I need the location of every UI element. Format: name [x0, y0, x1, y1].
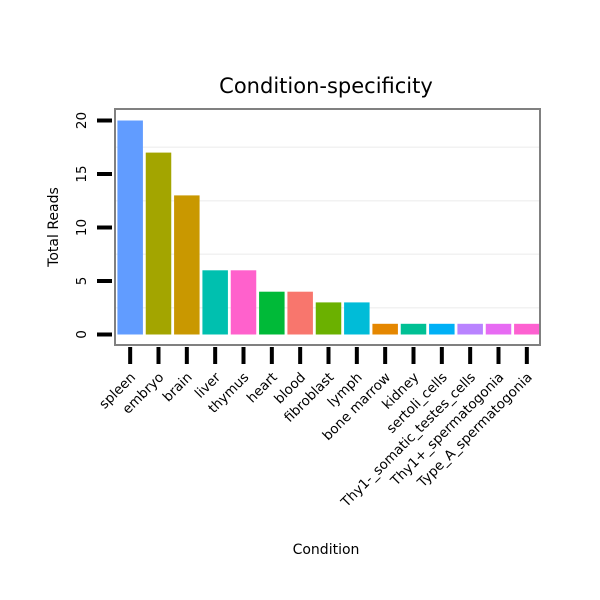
- bar-thy1-spermatogonia: [485, 323, 512, 335]
- bar-type-a-spermatogonia: [514, 323, 540, 335]
- y-tick-label-0: 0: [74, 330, 90, 339]
- y-axis-label: Total Reads: [46, 187, 62, 268]
- y-tick-label-10: 10: [74, 219, 90, 236]
- bar-thymus: [230, 270, 257, 335]
- bar-blood: [287, 291, 313, 335]
- bar-heart: [259, 291, 285, 335]
- y-tick-label-5: 5: [74, 277, 90, 286]
- bar-liver: [202, 270, 228, 335]
- bars: [117, 120, 540, 335]
- x-axis: spleenembryobrainliverthymusheartbloodfi…: [96, 347, 536, 511]
- bar-lymph: [344, 302, 370, 335]
- x-axis-label: Condition: [293, 542, 360, 558]
- bar-sertoli-cells: [429, 323, 455, 335]
- y-tick-label-15: 15: [74, 165, 90, 182]
- bar-kidney: [400, 323, 427, 335]
- chart-title: Condition-specificity: [219, 74, 433, 98]
- y-axis: 0 5 10 15 20: [74, 112, 112, 339]
- bar-embryo: [145, 152, 172, 335]
- bar-spleen: [117, 120, 143, 335]
- bar-fibroblast: [315, 302, 342, 335]
- bar-thy1-somatic-testes-cells: [457, 323, 483, 335]
- bar-brain: [174, 195, 200, 335]
- bar-bone-marrow: [372, 323, 398, 335]
- plot-border: [114, 108, 541, 346]
- x-tick-label-brain: brain: [160, 370, 196, 406]
- y-tick-label-20: 20: [74, 112, 90, 129]
